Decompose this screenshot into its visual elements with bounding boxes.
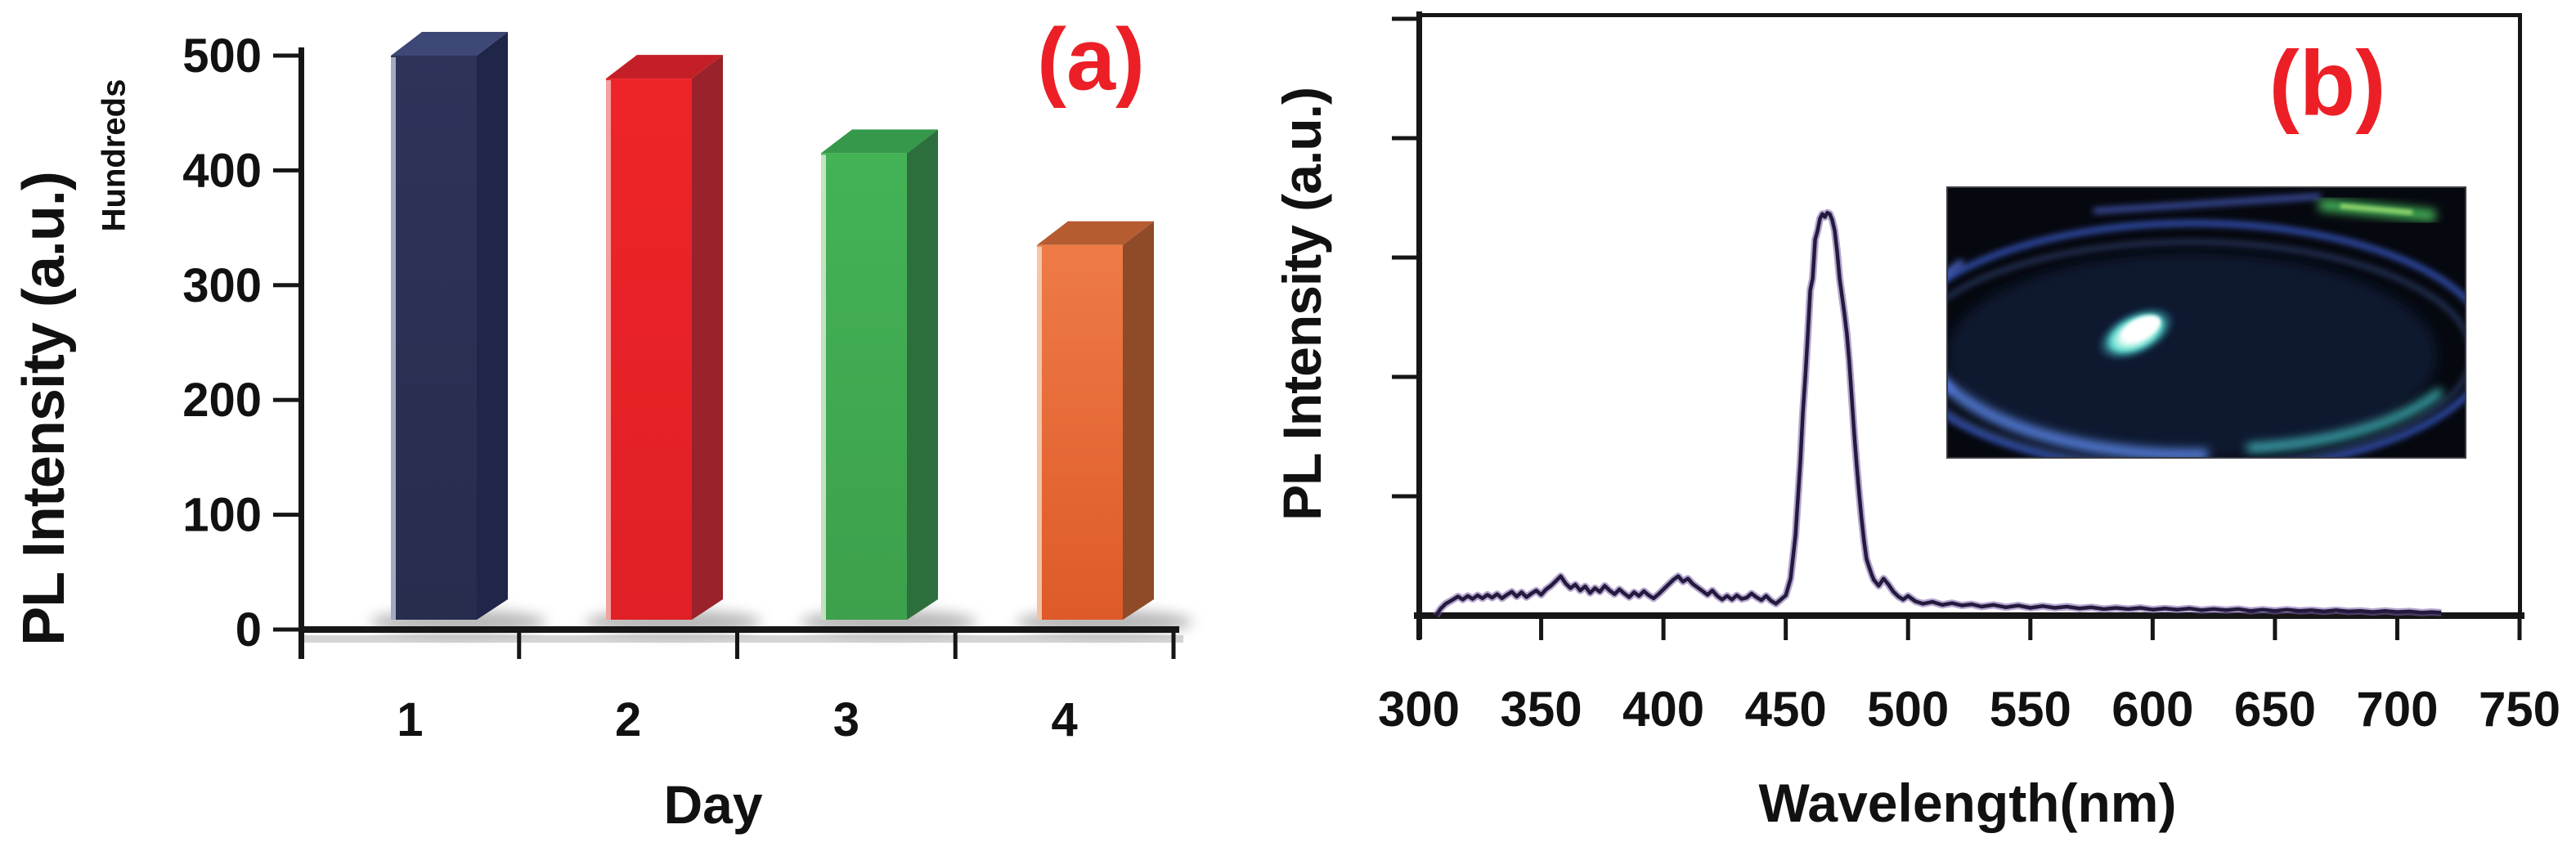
pl-spectrum-line xyxy=(1434,210,2442,617)
x-tick-label: 600 xyxy=(2112,682,2193,737)
panel-b-x-axis xyxy=(1414,612,2524,619)
y-tick xyxy=(273,513,301,518)
bar-edge-highlight xyxy=(1037,246,1042,620)
bar-side-face xyxy=(1123,221,1154,620)
y-tick-label: 300 xyxy=(182,259,262,312)
panel-a-x-axis-label: Day xyxy=(663,774,763,835)
x-tick-label: 550 xyxy=(1990,682,2071,737)
x-tick-label: 750 xyxy=(2479,682,2560,737)
bar-top-face xyxy=(821,129,938,154)
panel-b-top-border xyxy=(1416,13,2522,17)
bar-front-face xyxy=(606,78,692,620)
x-tick xyxy=(517,630,522,659)
bar-front-face xyxy=(821,153,907,621)
y-tick-label: 200 xyxy=(182,374,262,427)
y-tick-label: 500 xyxy=(182,29,262,83)
x-tick xyxy=(1539,616,1544,640)
panel-a-letter: (a) xyxy=(1037,9,1145,109)
panel-b-y-axis xyxy=(1416,11,1422,639)
y-tick-label: 100 xyxy=(182,489,262,542)
panel-a-y-axis-sublabel: Hundreds xyxy=(96,78,132,232)
y-tick-label: 0 xyxy=(236,603,262,657)
x-tick xyxy=(1416,616,1421,640)
bar-side-face xyxy=(692,55,723,620)
x-tick xyxy=(1171,630,1176,659)
y-tick xyxy=(273,283,301,288)
bar-top-face xyxy=(1037,221,1154,245)
x-tick-label: 500 xyxy=(1867,682,1949,737)
bar-day-4 xyxy=(1016,221,1193,634)
x-tick xyxy=(1784,616,1788,640)
x-tick xyxy=(953,630,958,659)
x-tick-label: 450 xyxy=(1745,682,1827,737)
y-tick xyxy=(1392,374,1419,379)
x-category-label: 2 xyxy=(615,693,641,746)
bar-front-face xyxy=(391,56,477,620)
y-tick xyxy=(1392,16,1419,21)
x-tick xyxy=(735,630,739,659)
x-tick xyxy=(1661,616,1666,640)
x-tick-label: 350 xyxy=(1501,682,1582,737)
petri-dish-photo-art xyxy=(1946,186,2466,459)
panel-b-letter: (b) xyxy=(2269,32,2386,135)
x-category-label: 1 xyxy=(397,693,423,746)
bar-edge-highlight xyxy=(821,155,826,621)
petri-dish-uv-inset-photo xyxy=(1946,186,2466,459)
x-tick-label: 400 xyxy=(1622,682,1704,737)
x-category-label: 4 xyxy=(1051,693,1077,746)
x-tick-label: 650 xyxy=(2234,682,2316,737)
panel-a-y-axis xyxy=(298,47,304,659)
bar-side-face xyxy=(477,32,508,620)
x-tick xyxy=(2517,616,2522,640)
bar-top-face xyxy=(391,32,508,56)
floor-shadow xyxy=(304,635,1183,643)
y-tick-label: 400 xyxy=(182,144,262,197)
x-category-label: 3 xyxy=(833,693,859,746)
y-tick xyxy=(273,168,301,173)
bar-side-face xyxy=(907,129,938,621)
y-tick xyxy=(1392,136,1419,141)
bar-day-3 xyxy=(800,129,977,634)
bar-top-face xyxy=(606,55,723,79)
y-tick xyxy=(1392,494,1419,499)
x-tick xyxy=(1905,616,1910,640)
bar-day-1 xyxy=(370,32,547,634)
bar-edge-highlight xyxy=(606,80,611,620)
x-tick-label: 300 xyxy=(1378,682,1460,737)
panel-a-y-axis-label: PL Intensity (a.u.) xyxy=(11,172,77,646)
x-tick xyxy=(2150,616,2155,640)
y-tick xyxy=(273,53,301,58)
panel-b-x-axis-label: Wavelength(nm) xyxy=(1758,773,2177,833)
y-tick xyxy=(273,397,301,402)
panel-b-y-axis-label: PL Intensity (a.u.) xyxy=(1272,87,1332,521)
x-tick xyxy=(298,630,303,659)
bar-front-face xyxy=(1037,244,1123,620)
y-tick xyxy=(1392,255,1419,260)
x-tick xyxy=(2273,616,2278,640)
x-tick-label: 700 xyxy=(2356,682,2438,737)
panel-b-right-border xyxy=(2518,13,2522,619)
bar-day-2 xyxy=(585,55,762,634)
bar-edge-highlight xyxy=(391,57,396,620)
x-tick xyxy=(2394,616,2399,640)
y-tick xyxy=(273,627,301,632)
x-tick xyxy=(2028,616,2033,640)
